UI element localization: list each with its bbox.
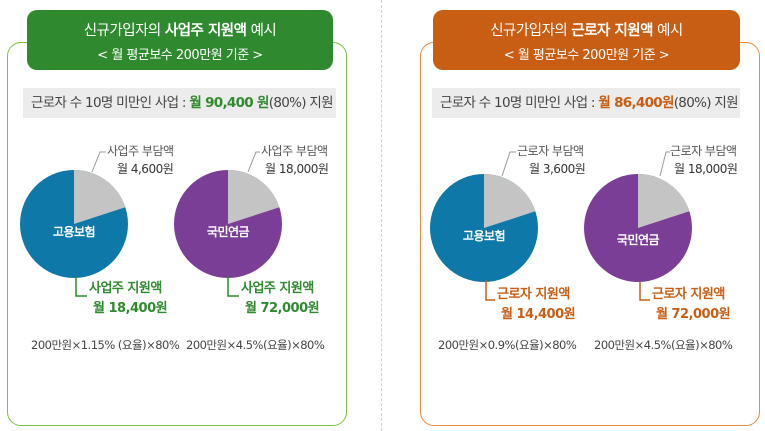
share-amount: 월 4,600원 bbox=[117, 162, 174, 176]
employer-formula-np: 200만원×4.5%(요율)×80% bbox=[186, 338, 325, 352]
employee-share-ei: 근로자 부담액 월 3,600원 bbox=[517, 142, 586, 178]
employee-panel-subtitle: < 월 평균보수 200만원 기준 > bbox=[503, 48, 670, 63]
national-pension-share-slice bbox=[228, 170, 280, 224]
support-amount: 월 72,000원 bbox=[656, 307, 731, 322]
support-title: 근로자 지원액 bbox=[497, 287, 570, 302]
support-title: 사업주 지원액 bbox=[89, 281, 162, 296]
employer-support-np: 사업주 지원액 월 72,000원 bbox=[241, 279, 320, 319]
employee-national-pension-pie bbox=[584, 174, 692, 282]
support-amount: 월 72,000원 bbox=[245, 301, 320, 316]
support-amount: 월 18,400원 bbox=[93, 301, 168, 316]
employer-support-ei: 사업주 지원액 월 18,400원 bbox=[89, 279, 168, 319]
employer-support-summary: 근로자 수 10명 미만인 사업 : 월 90,400 원(80%) 지원 bbox=[23, 88, 336, 118]
share-amount: 월 3,600원 bbox=[529, 162, 586, 176]
employee-share-np: 근로자 부담액 월 18,000원 bbox=[670, 142, 738, 178]
national-pension-share-slice bbox=[638, 174, 690, 228]
employer-share-ei: 사업주 부담액 월 4,600원 bbox=[107, 142, 174, 178]
employer-panel-header: 신규가입자의 사업주 지원액 예시 < 월 평균보수 200만원 기준 > bbox=[27, 10, 333, 70]
share-title: 사업주 부담액 bbox=[261, 144, 328, 158]
share-amount: 월 18,000원 bbox=[674, 162, 738, 176]
share-title: 사업주 부담액 bbox=[107, 144, 174, 158]
employer-employment-insurance-pie bbox=[20, 170, 128, 278]
employee-support-ei: 근로자 지원액 월 14,400원 bbox=[497, 285, 576, 325]
employee-panel-header: 신규가입자의 근로자 지원액 예시 < 월 평균보수 200만원 기준 > bbox=[433, 10, 740, 70]
employee-formula-ei: 200만원×0.9%(요율)×80% bbox=[438, 338, 577, 352]
employee-support-summary: 근로자 수 10명 미만인 사업 : 월 86,400원(80%) 지원 bbox=[432, 88, 740, 118]
share-amount: 월 18,000원 bbox=[265, 162, 329, 176]
employer-panel-title: 신규가입자의 사업주 지원액 예시 bbox=[83, 23, 277, 39]
employee-employment-insurance-pie bbox=[430, 174, 538, 282]
share-title: 근로자 부담액 bbox=[670, 144, 737, 158]
support-title: 사업주 지원액 bbox=[241, 281, 314, 296]
pie-label-employment-insurance: 고용보험 bbox=[52, 225, 96, 239]
employee-panel-title: 신규가입자의 근로자 지원액 예시 bbox=[490, 23, 683, 39]
employer-national-pension-pie bbox=[174, 170, 282, 278]
employer-panel-subtitle: < 월 평균보수 200만원 기준 > bbox=[97, 48, 263, 63]
panel-divider bbox=[381, 0, 382, 431]
employee-formula-np: 200만원×4.5%(요율)×80% bbox=[594, 338, 733, 352]
pie-label-employment-insurance: 고용보험 bbox=[462, 229, 506, 243]
employment-insurance-share-slice bbox=[484, 174, 536, 228]
support-title: 근로자 지원액 bbox=[652, 287, 725, 302]
employee-support-np: 근로자 지원액 월 72,000원 bbox=[652, 285, 731, 325]
pie-label-national-pension: 국민연금 bbox=[616, 233, 660, 247]
pie-label-national-pension: 국민연금 bbox=[206, 225, 250, 239]
employer-share-np: 사업주 부담액 월 18,000원 bbox=[261, 142, 329, 178]
support-amount: 월 14,400원 bbox=[501, 307, 576, 322]
employment-insurance-share-slice bbox=[74, 170, 126, 224]
employer-formula-ei: 200만원×1.15% (요율)×80% bbox=[31, 338, 180, 352]
share-title: 근로자 부담액 bbox=[517, 144, 584, 158]
